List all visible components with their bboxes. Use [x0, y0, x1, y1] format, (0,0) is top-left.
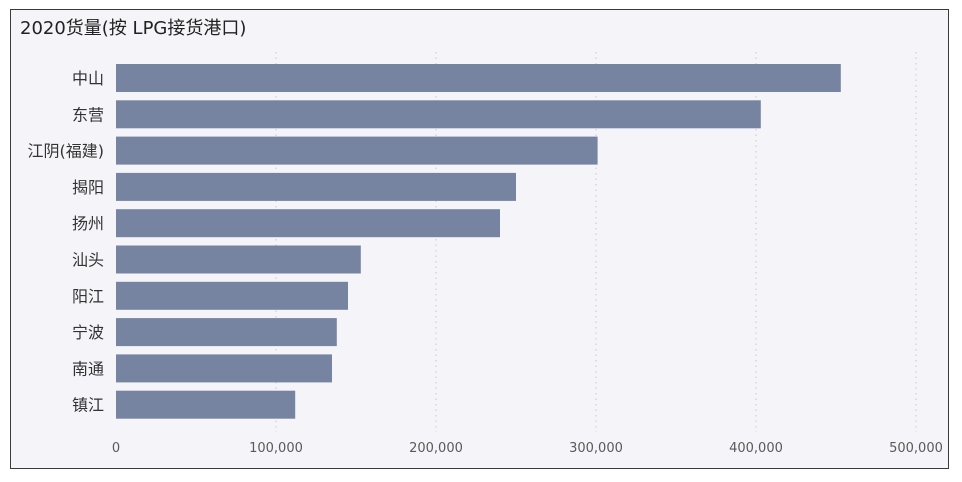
bar	[116, 209, 500, 238]
category-label: 汕头	[72, 251, 104, 270]
bar	[116, 354, 332, 383]
category-label: 阳江	[72, 287, 104, 306]
category-label: 扬州	[72, 214, 104, 233]
bar	[116, 64, 841, 92]
bar	[116, 245, 361, 274]
x-tick-label: 500,000	[889, 441, 943, 456]
chart-title: 2020货量(按 LPG接货港口)	[20, 18, 247, 39]
x-tick-label: 100,000	[249, 441, 303, 456]
x-tick-label: 300,000	[569, 441, 623, 456]
category-label: 镇江	[72, 396, 104, 415]
x-tick-label: 400,000	[729, 441, 783, 456]
category-label: 南通	[72, 359, 104, 378]
x-tick-labels: 0 100,000 200,000 300,000 400,000 500,000	[112, 441, 943, 456]
category-label: 揭阳	[72, 178, 104, 197]
category-label: 江阴(福建)	[28, 142, 105, 161]
bars	[116, 64, 841, 419]
bar	[116, 390, 296, 419]
bar	[116, 318, 337, 347]
bar	[116, 136, 598, 165]
bar	[116, 100, 761, 129]
bar	[116, 172, 516, 201]
x-tick-label: 0	[112, 441, 120, 456]
category-label: 中山	[72, 69, 104, 88]
x-tick-label: 200,000	[409, 441, 463, 456]
category-label: 宁波	[72, 323, 104, 342]
bar	[116, 281, 348, 310]
category-label: 东营	[72, 105, 104, 124]
